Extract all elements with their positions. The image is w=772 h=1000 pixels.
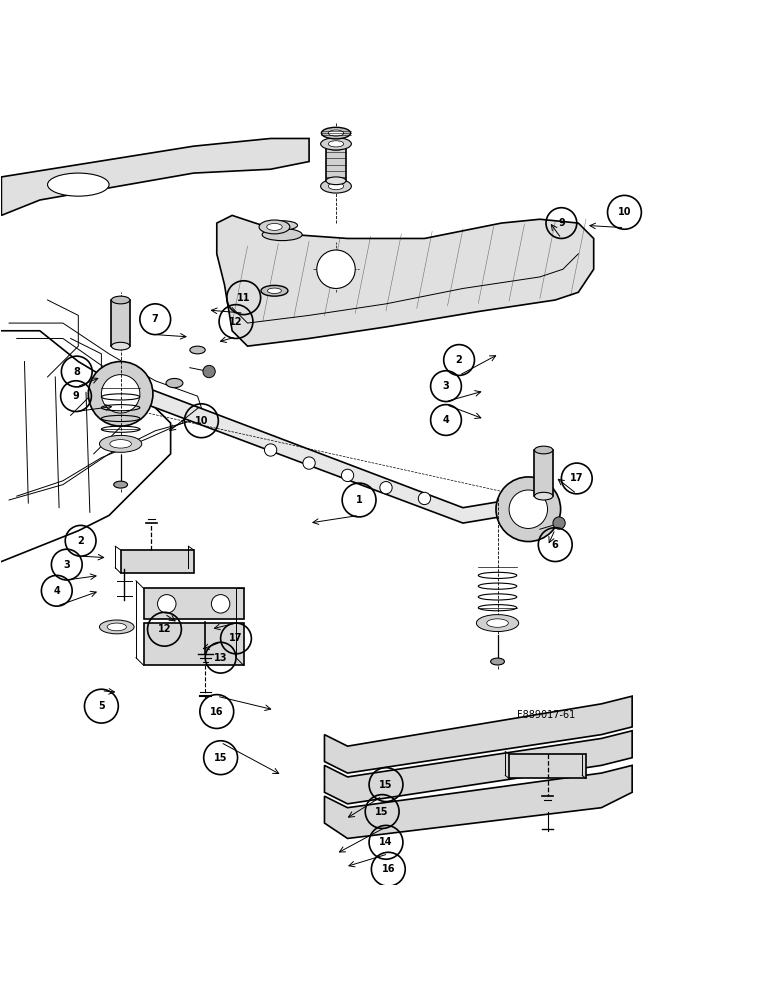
Text: 3: 3	[442, 381, 449, 391]
Text: 12: 12	[229, 317, 242, 327]
Polygon shape	[324, 696, 632, 773]
Ellipse shape	[534, 492, 553, 500]
FancyBboxPatch shape	[509, 754, 586, 778]
Polygon shape	[324, 765, 632, 838]
Ellipse shape	[268, 288, 281, 293]
Text: 5: 5	[98, 701, 105, 711]
Text: 15: 15	[214, 753, 228, 763]
Ellipse shape	[110, 440, 131, 448]
FancyBboxPatch shape	[144, 623, 244, 665]
FancyBboxPatch shape	[326, 146, 346, 181]
Ellipse shape	[487, 619, 508, 627]
Circle shape	[101, 375, 140, 413]
Text: 10: 10	[618, 207, 631, 217]
Circle shape	[303, 457, 315, 469]
Ellipse shape	[321, 127, 350, 139]
Circle shape	[88, 362, 153, 426]
Ellipse shape	[261, 285, 288, 296]
Text: 16: 16	[381, 864, 395, 874]
Ellipse shape	[100, 620, 134, 634]
Ellipse shape	[48, 173, 109, 196]
Ellipse shape	[534, 446, 553, 454]
Polygon shape	[324, 731, 632, 804]
Polygon shape	[2, 138, 309, 215]
Ellipse shape	[111, 296, 130, 304]
Ellipse shape	[328, 141, 344, 147]
Circle shape	[317, 250, 355, 288]
Polygon shape	[217, 215, 594, 346]
Circle shape	[212, 595, 230, 613]
Ellipse shape	[259, 220, 290, 234]
Text: 4: 4	[442, 415, 449, 425]
FancyBboxPatch shape	[120, 550, 194, 573]
Circle shape	[265, 444, 277, 456]
Text: 17: 17	[570, 473, 584, 483]
Text: 15: 15	[375, 807, 389, 817]
Text: F889017-61: F889017-61	[516, 710, 575, 720]
Text: 11: 11	[237, 293, 250, 303]
Text: 10: 10	[195, 416, 208, 426]
Ellipse shape	[113, 481, 127, 488]
Ellipse shape	[326, 142, 346, 150]
Ellipse shape	[267, 221, 297, 230]
Ellipse shape	[190, 346, 205, 354]
Ellipse shape	[320, 138, 351, 150]
Circle shape	[418, 492, 431, 505]
Text: 9: 9	[558, 218, 565, 228]
Text: 3: 3	[63, 560, 70, 570]
Ellipse shape	[267, 223, 282, 230]
Circle shape	[496, 477, 560, 542]
Circle shape	[157, 595, 176, 613]
Ellipse shape	[328, 183, 344, 190]
Ellipse shape	[326, 177, 346, 185]
Text: 7: 7	[152, 314, 158, 324]
Ellipse shape	[107, 623, 127, 631]
Text: 16: 16	[210, 707, 224, 717]
Text: 12: 12	[157, 624, 171, 634]
Text: 4: 4	[53, 586, 60, 596]
Text: 8: 8	[73, 367, 80, 377]
Text: 13: 13	[214, 653, 228, 663]
Ellipse shape	[100, 435, 142, 452]
Ellipse shape	[166, 378, 183, 388]
Text: 14: 14	[379, 837, 393, 847]
Text: 2: 2	[77, 536, 84, 546]
Polygon shape	[534, 450, 553, 496]
Text: 15: 15	[379, 780, 393, 790]
Circle shape	[553, 517, 565, 529]
Circle shape	[509, 490, 547, 528]
Polygon shape	[101, 381, 555, 523]
Text: 9: 9	[73, 391, 80, 401]
Ellipse shape	[111, 342, 130, 350]
Polygon shape	[111, 300, 130, 346]
Circle shape	[380, 482, 392, 494]
Text: 17: 17	[229, 633, 242, 643]
Ellipse shape	[328, 130, 344, 136]
Text: 6: 6	[552, 540, 559, 550]
FancyBboxPatch shape	[144, 588, 244, 619]
Text: 1: 1	[356, 495, 362, 505]
Ellipse shape	[320, 179, 351, 193]
Circle shape	[341, 469, 354, 482]
Circle shape	[203, 365, 215, 378]
Ellipse shape	[491, 658, 504, 665]
Ellipse shape	[476, 615, 519, 632]
Ellipse shape	[262, 229, 302, 241]
Text: 2: 2	[455, 355, 462, 365]
